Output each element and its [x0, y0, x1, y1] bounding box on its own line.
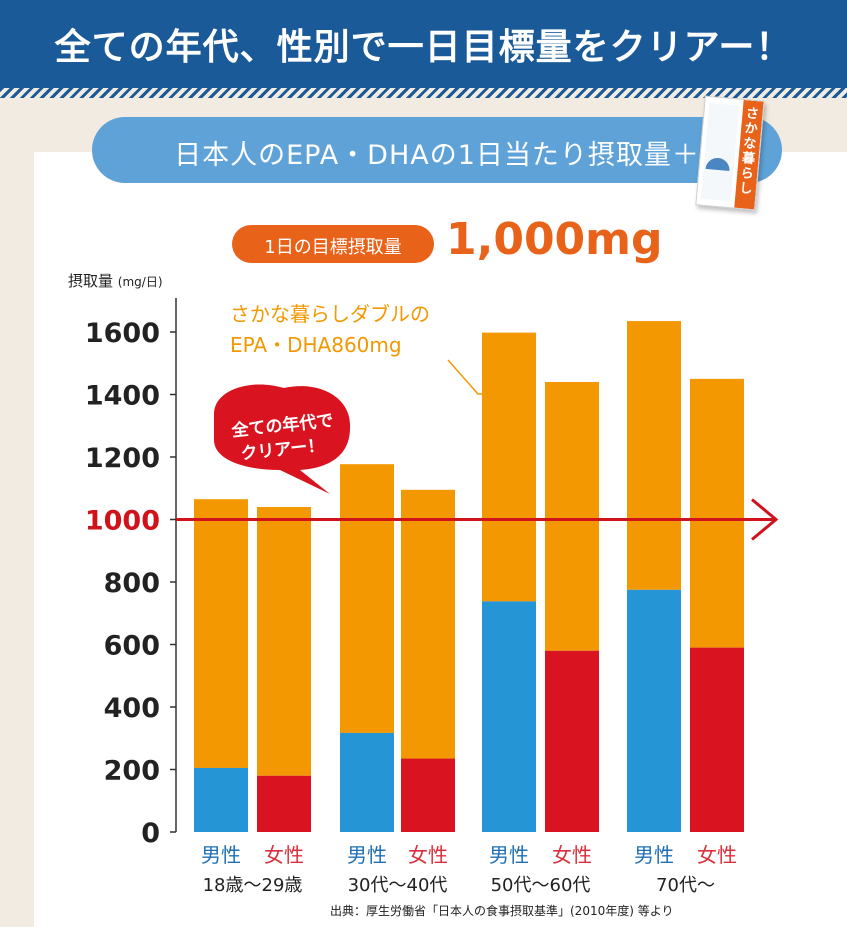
header-banner: 全ての年代、性別で一日目標量をクリアー！ — [0, 0, 847, 88]
subtitle-pill: 日本人のEPA・DHAの1日当たり摂取量＋ — [92, 117, 782, 183]
x-label-female: 女性 — [697, 843, 737, 867]
y-axis-label: 摂取量 — [68, 272, 114, 290]
supplement-leader-line — [447, 359, 488, 395]
bar-male-base — [340, 732, 394, 832]
y-tick-label: 200 — [104, 756, 160, 787]
bar-male-base — [627, 589, 681, 832]
supplement-label-line1: さかな暮らしダブルの — [230, 302, 430, 326]
target-label-pill: 1日の目標摂取量 — [232, 225, 434, 263]
bar-supplement — [545, 382, 599, 651]
speech-bubble — [214, 384, 351, 494]
bar-female-base — [257, 775, 311, 832]
y-axis-title: 摂取量 (mg/日) — [68, 270, 163, 291]
y-tick-label: 1200 — [85, 443, 160, 474]
bar-female-base — [690, 647, 744, 832]
bar-supplement — [690, 378, 744, 648]
supplement-label-line2: EPA・DHA860mg — [230, 333, 402, 357]
header-stripe — [0, 88, 847, 98]
bar-male-base — [482, 601, 536, 832]
y-tick-label: 800 — [104, 568, 160, 599]
bar-female-base — [545, 650, 599, 832]
y-tick-label: 0 — [141, 818, 160, 849]
bar-supplement — [257, 507, 311, 776]
target-label: 1日の目標摂取量 — [264, 237, 402, 258]
y-tick-label: 600 — [104, 631, 160, 662]
source-note: 出典：厚生労働省「日本人の食事摂取基準」(2010年度) 等より — [330, 904, 674, 918]
bar-supplement — [627, 321, 681, 590]
bar-supplement — [340, 464, 394, 733]
x-label-female: 女性 — [552, 843, 592, 867]
y-tick-label: 400 — [104, 693, 160, 724]
x-label-female: 女性 — [264, 843, 304, 867]
x-group-label: 70代〜 — [656, 875, 715, 896]
target-value: 1,000mg — [446, 214, 663, 265]
threshold-arrow-icon — [751, 498, 779, 541]
x-label-male: 男性 — [489, 843, 529, 867]
x-label-male: 男性 — [634, 843, 674, 867]
bar-supplement — [401, 489, 455, 759]
bar-supplement — [194, 499, 248, 768]
bar-supplement — [482, 332, 536, 602]
y-tick-label: 1400 — [85, 381, 160, 412]
bar-female-base — [401, 758, 455, 832]
x-group-label: 18歳〜29歳 — [203, 875, 303, 896]
x-label-male: 男性 — [347, 843, 387, 867]
subtitle-text: 日本人のEPA・DHAの1日当たり摂取量＋ — [174, 140, 700, 171]
y-tick-label: 1600 — [85, 318, 160, 349]
x-label-female: 女性 — [408, 843, 448, 867]
x-label-male: 男性 — [201, 843, 241, 867]
y-tick-label: 1000 — [85, 506, 160, 537]
x-group-label: 30代〜40代 — [348, 875, 448, 896]
x-group-label: 50代〜60代 — [491, 875, 591, 896]
y-axis-unit: (mg/日) — [117, 275, 163, 289]
bar-male-base — [194, 767, 248, 832]
header-title: 全ての年代、性別で一日目標量をクリアー！ — [54, 27, 793, 68]
